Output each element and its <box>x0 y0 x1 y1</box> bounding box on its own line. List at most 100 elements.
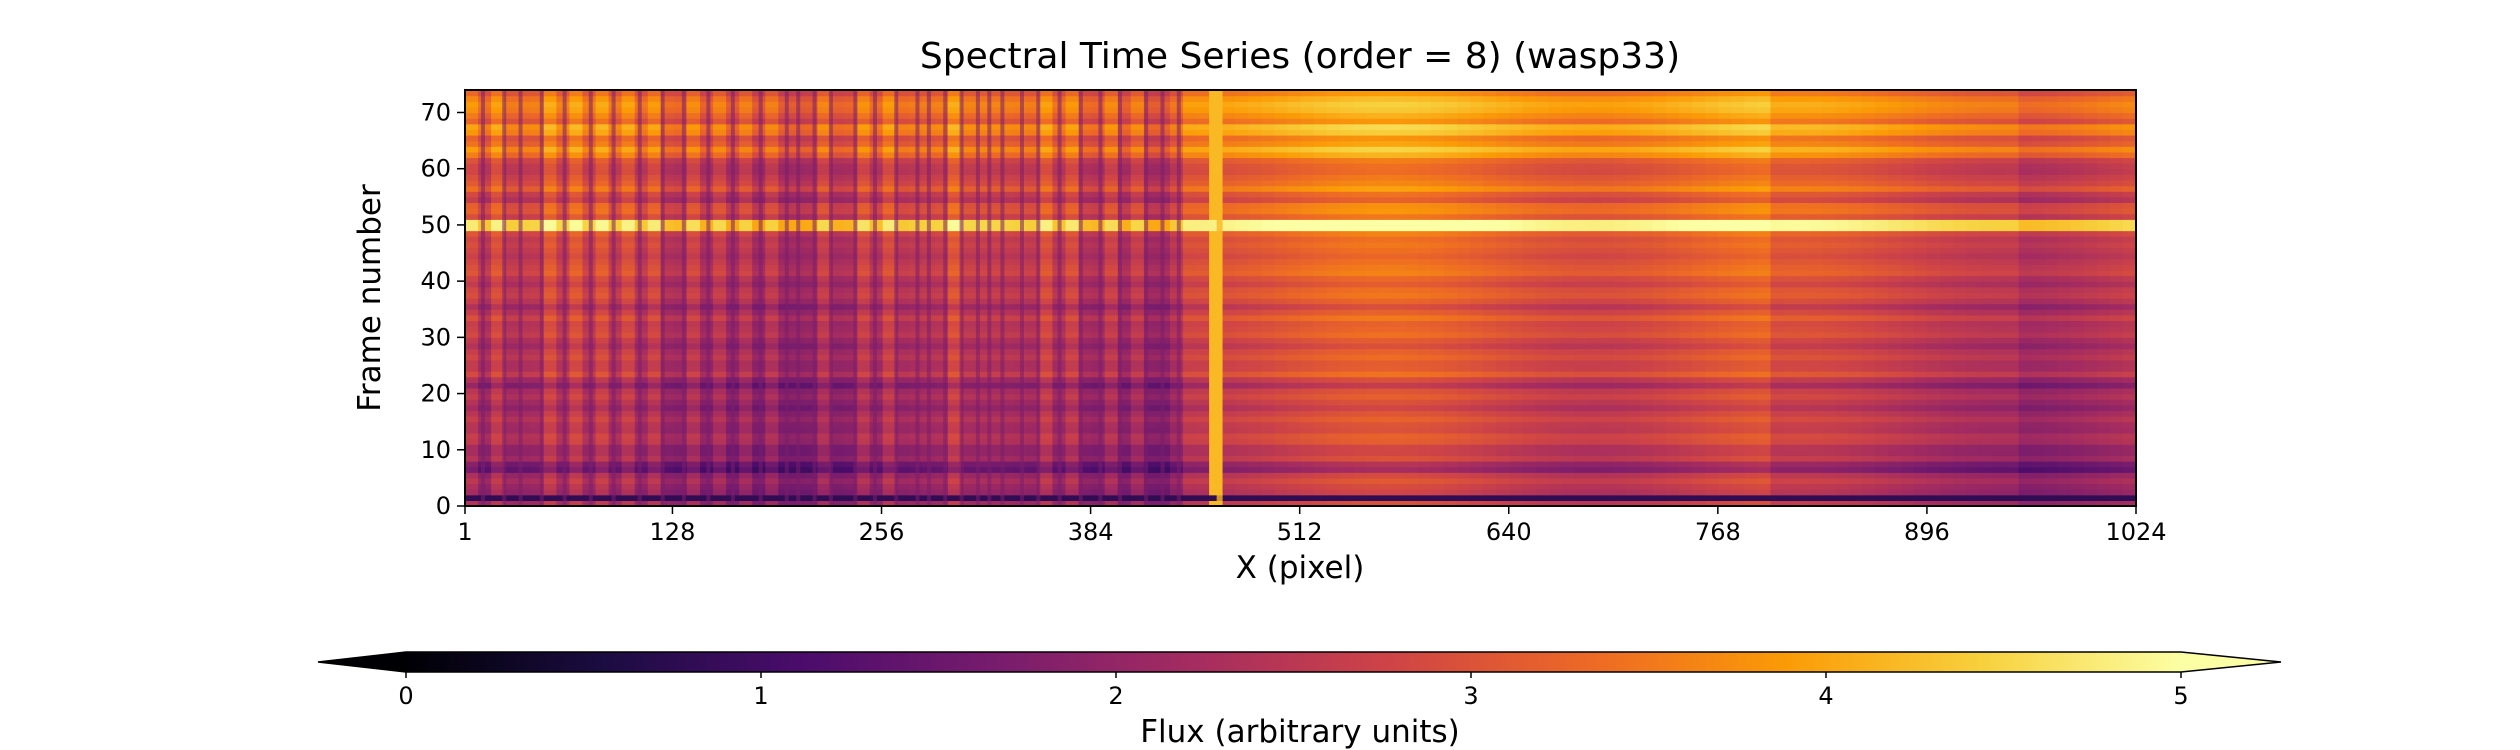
heatmap-cell <box>1849 304 1863 310</box>
heatmap-cell <box>2032 337 2046 343</box>
heatmap-cell <box>2058 427 2072 433</box>
heatmap-cell <box>1914 455 1928 461</box>
heatmap-cell <box>1875 467 1889 473</box>
heatmap-cell <box>1522 365 1536 371</box>
heatmap-cell <box>1744 439 1758 445</box>
heatmap-cell <box>569 309 583 315</box>
heatmap-cell <box>2045 388 2059 394</box>
heatmap-cell <box>1287 444 1301 450</box>
heatmap-cell <box>1535 326 1549 332</box>
heatmap-cell <box>1353 388 1367 394</box>
heatmap-cell <box>1327 410 1341 416</box>
heatmap-cell <box>1405 444 1419 450</box>
heatmap-cell <box>1301 489 1315 495</box>
heatmap-cell <box>1640 472 1654 478</box>
heatmap-cell <box>1340 382 1354 388</box>
heatmap-cell <box>1601 472 1615 478</box>
heatmap-cell <box>1170 287 1184 293</box>
heatmap-cell <box>622 349 636 355</box>
heatmap-cell <box>2005 377 2019 383</box>
heatmap-cell <box>1875 461 1889 467</box>
heatmap-cell <box>1810 337 1824 343</box>
heatmap-cell <box>1340 444 1354 450</box>
heatmap-cell <box>1601 287 1615 293</box>
heatmap-cell <box>1261 461 1275 467</box>
heatmap-cell <box>1353 382 1367 388</box>
heatmap-cell <box>1966 439 1980 445</box>
heatmap-cell <box>1836 433 1850 439</box>
heatmap-cell <box>1588 455 1602 461</box>
heatmap-cell <box>1379 343 1393 349</box>
heatmap-cell <box>1314 461 1328 467</box>
heatmap-cell <box>765 388 779 394</box>
heatmap-cell <box>2110 343 2124 349</box>
heatmap-cell <box>1927 304 1941 310</box>
heatmap-cell <box>1248 495 1262 501</box>
heatmap-cell <box>1183 304 1197 310</box>
heatmap-cell <box>765 422 779 428</box>
heatmap-cell <box>1457 410 1471 416</box>
heatmap-cell <box>1457 450 1471 456</box>
heatmap-cell <box>543 337 557 343</box>
heatmap-cell <box>1327 354 1341 360</box>
heatmap-cell <box>1692 332 1706 338</box>
heatmap-cell <box>1744 360 1758 366</box>
heatmap-cell <box>1653 472 1667 478</box>
heatmap-cell <box>1979 422 1993 428</box>
heatmap-cell <box>1366 354 1380 360</box>
heatmap-cell <box>1575 292 1589 298</box>
heatmap-cell <box>1457 399 1471 405</box>
heatmap-cell <box>465 281 479 287</box>
heatmap-cell <box>739 388 753 394</box>
heatmap-cell <box>1431 422 1445 428</box>
heatmap-cell <box>465 433 479 439</box>
heatmap-cell <box>1327 309 1341 315</box>
heatmap-cell <box>2071 360 2085 366</box>
heatmap-cell <box>1705 439 1719 445</box>
heatmap-cell <box>1953 405 1967 411</box>
heatmap-cell <box>2071 337 2085 343</box>
heatmap-cell <box>1131 472 1145 478</box>
heatmap-cell <box>1901 337 1915 343</box>
heatmap-cell <box>1470 472 1484 478</box>
heatmap-cell <box>2097 382 2111 388</box>
heatmap-cell <box>1849 343 1863 349</box>
heatmap-cell <box>1418 450 1432 456</box>
heatmap-cell <box>1770 416 1784 422</box>
heatmap-cell <box>1444 478 1458 484</box>
heatmap-cell <box>2123 377 2137 383</box>
heatmap-cell <box>1784 320 1798 326</box>
heatmap-cell <box>857 399 871 405</box>
heatmap-cell <box>2045 326 2059 332</box>
heatmap-cell <box>1340 371 1354 377</box>
heatmap-cell <box>1183 422 1197 428</box>
heatmap-cell <box>1757 405 1771 411</box>
heatmap-cell <box>1614 444 1628 450</box>
heatmap-cell <box>1979 388 1993 394</box>
heatmap-cell <box>2097 343 2111 349</box>
heatmap-cell <box>1901 326 1915 332</box>
heatmap-cell <box>1222 309 1236 315</box>
heatmap-cell <box>713 377 727 383</box>
heatmap-cell <box>2110 439 2124 445</box>
heatmap-cell <box>1314 410 1328 416</box>
heatmap-cell <box>1653 405 1667 411</box>
heatmap-cell <box>1849 422 1863 428</box>
heatmap-cell <box>2058 326 2072 332</box>
heatmap-cell <box>1914 382 1928 388</box>
heatmap-cell <box>1261 354 1275 360</box>
heatmap-cell <box>1849 298 1863 304</box>
heatmap-cell <box>1718 422 1732 428</box>
heatmap-cell <box>1849 450 1863 456</box>
heatmap-cell <box>1353 377 1367 383</box>
heatmap-cell <box>2071 427 2085 433</box>
heatmap-cell <box>1940 489 1954 495</box>
heatmap-cell <box>596 444 610 450</box>
heatmap-cell <box>1301 478 1315 484</box>
heatmap-cell <box>1301 337 1315 343</box>
heatmap-cell <box>1784 315 1798 321</box>
heatmap-cell <box>1588 287 1602 293</box>
heatmap-cell <box>1784 489 1798 495</box>
heatmap-cell <box>1744 478 1758 484</box>
heatmap-cell <box>1979 304 1993 310</box>
